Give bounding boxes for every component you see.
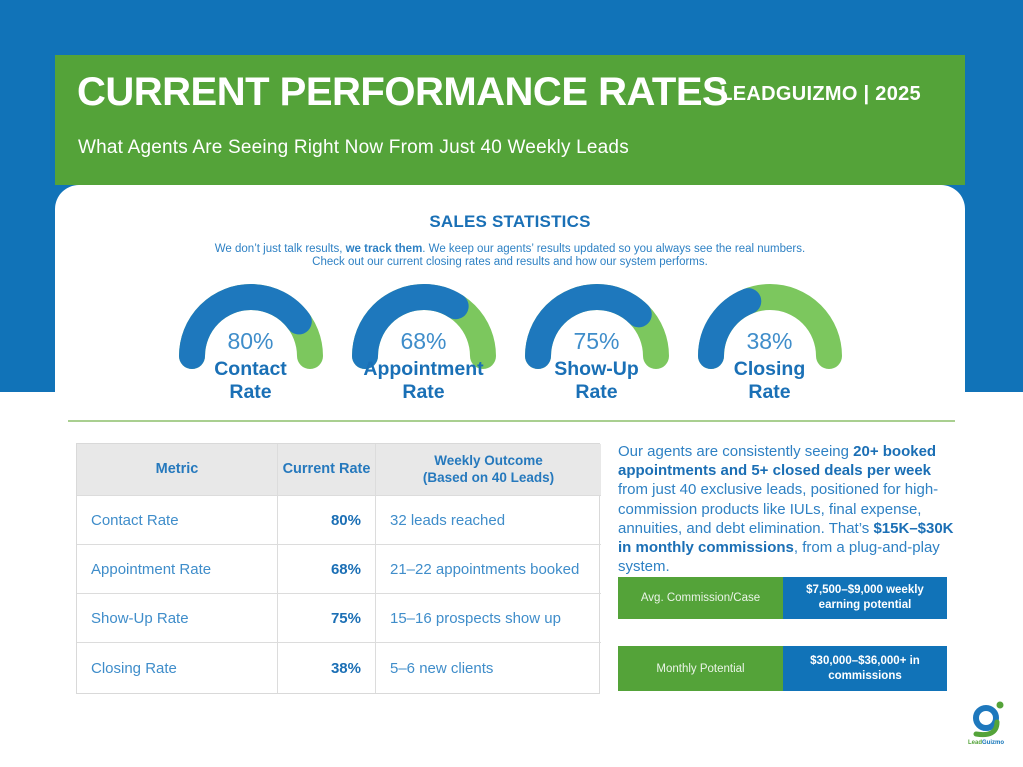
gauge-arc-chart <box>697 284 842 369</box>
gauge-arc-chart <box>178 284 323 369</box>
table-row-outcome: 5–6 new clients <box>390 659 494 677</box>
header-band: CURRENT PERFORMANCE RATES LEADGUIZMO | 2… <box>55 55 965 185</box>
gauge-title: Show-Up Rate <box>554 358 639 403</box>
gauge-closing-rate: 38% Closing Rate <box>683 284 856 403</box>
table-row-metric: Appointment Rate <box>77 545 278 594</box>
summary-seg-5: , from a plug-and-play system. <box>618 538 940 576</box>
brand-year-label: LEADGUIZMO | 2025 <box>720 83 921 105</box>
table-row-rate: 75% <box>278 594 376 643</box>
summary-seg-2-bold: 20+ booked appointments and 5+ closed de… <box>618 443 937 480</box>
badge-label: Monthly Potential <box>618 646 783 691</box>
summary-seg-1: Our agents are consistently seeing <box>618 443 854 460</box>
intro-text-2: . We keep our agents’ results updated so… <box>422 243 806 255</box>
gauge-value-label: 75% <box>573 328 620 354</box>
section-title: SALES STATISTICS <box>429 212 591 231</box>
intro-text-1: We don’t just talk results, <box>214 243 346 255</box>
page-subtitle: What Agents Are Seeing Right Now From Ju… <box>78 137 629 158</box>
intro-text-bold: we track them <box>345 243 423 255</box>
table-row-metric: Contact Rate <box>77 496 278 545</box>
summary-seg-3: from just 40 exclusive leads, positioned… <box>618 481 939 537</box>
table-row-outcome: 32 leads reached <box>376 496 601 545</box>
gauge-arc-chart <box>524 284 669 369</box>
page-title: CURRENT PERFORMANCE RATES <box>77 70 729 114</box>
badge-avg-commission: Avg. Commission/Case $7,500–$9,000 weekl… <box>618 577 947 619</box>
leadguizmo-logo-text: LeadGuizmo <box>967 740 1004 746</box>
table-row-outcome: 21–22 appointments booked <box>376 545 601 594</box>
leadguizmo-logo-icon <box>973 701 1004 738</box>
badge-value: $30,000–$36,000+ in commissions <box>783 646 947 691</box>
metrics-table: Metric Current Rate Weekly Outcome (Base… <box>76 443 601 694</box>
table-header-weekly-outcome: Weekly Outcome (Based on 40 Leads) <box>376 444 601 496</box>
gauge-appointment-rate: 68% Appointment Rate <box>337 284 510 403</box>
badge-monthly-potential: Monthly Potential $30,000–$36,000+ in co… <box>618 646 947 691</box>
summary-seg-4-bold: $15K–$30K in monthly commissions <box>618 519 954 556</box>
gauge-title: Contact Rate <box>214 358 287 403</box>
table-row-metric: Show-Up Rate <box>77 594 278 643</box>
intro-text-3: Check out our current closing rates and … <box>312 255 708 268</box>
gauge-title: Closing Rate <box>733 358 806 403</box>
gauge-value-label: 68% <box>400 328 447 354</box>
gauge-arc-chart <box>351 284 496 369</box>
table-header-current-rate: Current Rate <box>278 444 376 496</box>
leadguizmo-logo: LeadGuizmo <box>958 700 1014 747</box>
gauge-title: Appointment Rate <box>363 358 484 403</box>
gauge-value-label: 80% <box>227 328 274 354</box>
table-row-outcome: 15–16 prospects show up <box>376 594 601 643</box>
gauge-show-up-rate: 75% Show-Up Rate <box>510 284 683 403</box>
table-row-rate: 68% <box>278 545 376 594</box>
gauge-contact-rate: 80% Contact Rate <box>164 284 337 403</box>
table-header-metric: Metric <box>77 444 278 496</box>
table-row-rate: 80% <box>278 496 376 545</box>
green-divider-line <box>68 420 955 422</box>
stats-card <box>55 185 965 392</box>
gauge-chart-row: 80% Contact Rate 68% Appointment Rate 75… <box>164 284 856 403</box>
summary-paragraph: Our agents are consistently seeing 20+ b… <box>618 442 961 576</box>
table-row-metric: Closing Rate <box>77 643 278 693</box>
table-row-rate: 38% <box>278 643 376 693</box>
badge-value: $7,500–$9,000 weekly earning potential <box>783 577 947 619</box>
section-intro: We don’t just talk results, we track the… <box>55 243 965 268</box>
badge-label: Avg. Commission/Case <box>618 577 783 619</box>
gauge-value-label: 38% <box>746 328 793 354</box>
